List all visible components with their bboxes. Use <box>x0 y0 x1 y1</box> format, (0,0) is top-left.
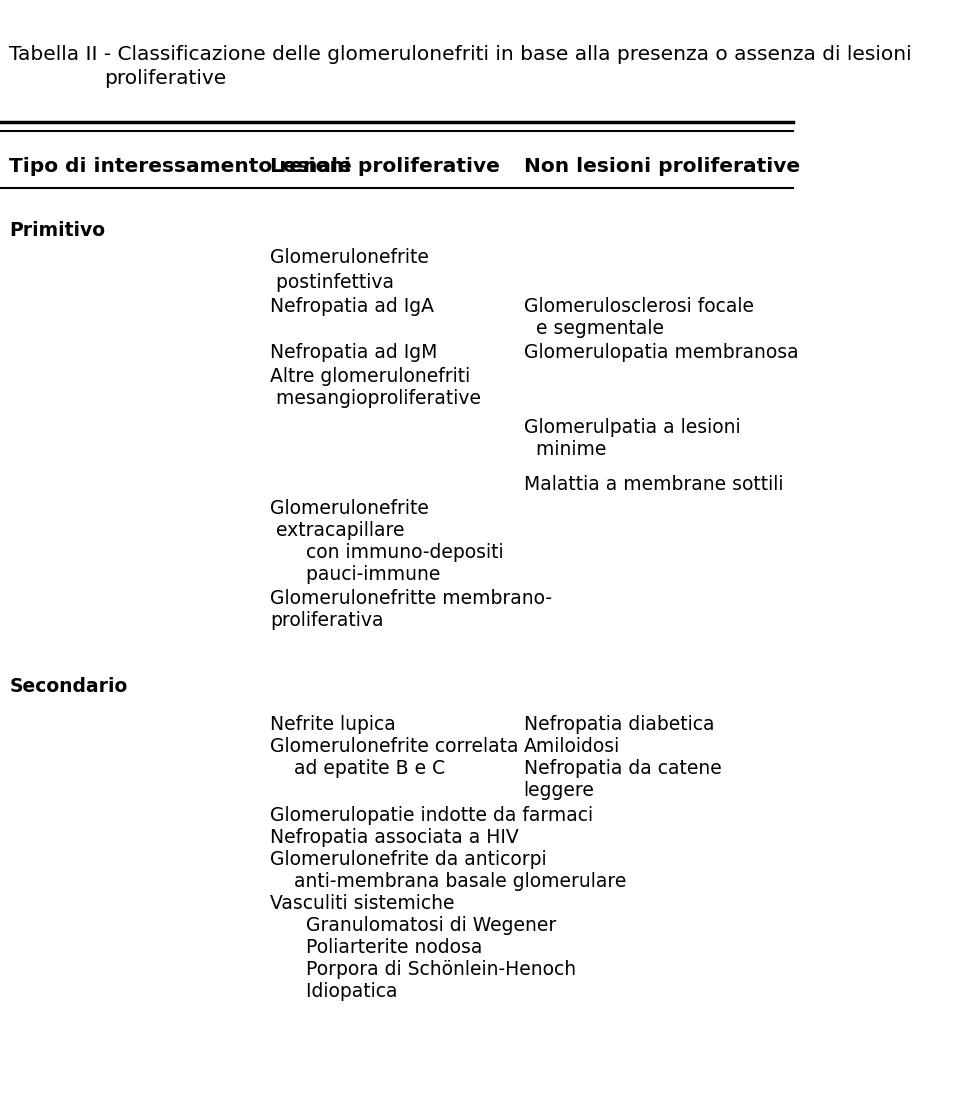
Text: con immuno-depositi: con immuno-depositi <box>271 543 504 562</box>
Text: Glomerulonefrite: Glomerulonefrite <box>271 499 429 517</box>
Text: Primitivo: Primitivo <box>10 221 106 240</box>
Text: Nefropatia ad IgM: Nefropatia ad IgM <box>271 342 438 362</box>
Text: postinfettiva: postinfettiva <box>271 273 395 292</box>
Text: leggere: leggere <box>523 781 594 800</box>
Text: Porpora di Schönlein-Henoch: Porpora di Schönlein-Henoch <box>271 960 577 979</box>
Text: Glomerulonefritte membrano-: Glomerulonefritte membrano- <box>271 589 552 608</box>
Text: Amiloidosi: Amiloidosi <box>523 738 620 756</box>
Text: Glomerulopatie indotte da farmaci: Glomerulopatie indotte da farmaci <box>271 806 593 826</box>
Text: Nefropatia ad IgA: Nefropatia ad IgA <box>271 297 434 316</box>
Text: e segmentale: e segmentale <box>523 319 663 338</box>
Text: proliferativa: proliferativa <box>271 611 384 630</box>
Text: Tabella II - Classificazione delle glomerulonefriti in base alla presenza o asse: Tabella II - Classificazione delle glome… <box>10 45 912 64</box>
Text: Nefropatia da catene: Nefropatia da catene <box>523 760 721 778</box>
Text: Lesioni proliferative: Lesioni proliferative <box>271 157 500 176</box>
Text: Non lesioni proliferative: Non lesioni proliferative <box>523 157 800 176</box>
Text: Idiopatica: Idiopatica <box>271 982 397 1001</box>
Text: Altre glomerulonefriti: Altre glomerulonefriti <box>271 367 470 386</box>
Text: Granulomatosi di Wegener: Granulomatosi di Wegener <box>271 916 557 935</box>
Text: Nefropatia associata a HIV: Nefropatia associata a HIV <box>271 828 519 848</box>
Text: Nefropatia diabetica: Nefropatia diabetica <box>523 716 714 734</box>
Text: Vasculiti sistemiche: Vasculiti sistemiche <box>271 894 455 913</box>
Text: mesangioproliferative: mesangioproliferative <box>271 389 481 408</box>
Text: proliferative: proliferative <box>105 69 227 88</box>
Text: Glomerulonefrite correlata: Glomerulonefrite correlata <box>271 738 519 756</box>
Text: Glomerulosclerosi focale: Glomerulosclerosi focale <box>523 297 754 316</box>
Text: Malattia a membrane sottili: Malattia a membrane sottili <box>523 475 783 493</box>
Text: extracapillare: extracapillare <box>271 521 405 539</box>
Text: Glomerulpatia a lesioni: Glomerulpatia a lesioni <box>523 417 740 437</box>
Text: Tipo di interessamento renale: Tipo di interessamento renale <box>10 157 352 176</box>
Text: anti-membrana basale glomerulare: anti-membrana basale glomerulare <box>271 872 627 892</box>
Text: Glomerulonefrite da anticorpi: Glomerulonefrite da anticorpi <box>271 850 547 870</box>
Text: Nefrite lupica: Nefrite lupica <box>271 716 396 734</box>
Text: Glomerulonefrite: Glomerulonefrite <box>271 249 429 268</box>
Text: ad epatite B e C: ad epatite B e C <box>271 760 445 778</box>
Text: Secondario: Secondario <box>10 677 128 696</box>
Text: Glomerulopatia membranosa: Glomerulopatia membranosa <box>523 342 798 362</box>
Text: Poliarterite nodosa: Poliarterite nodosa <box>271 938 483 957</box>
Text: pauci-immune: pauci-immune <box>271 565 441 584</box>
Text: minime: minime <box>523 439 606 459</box>
